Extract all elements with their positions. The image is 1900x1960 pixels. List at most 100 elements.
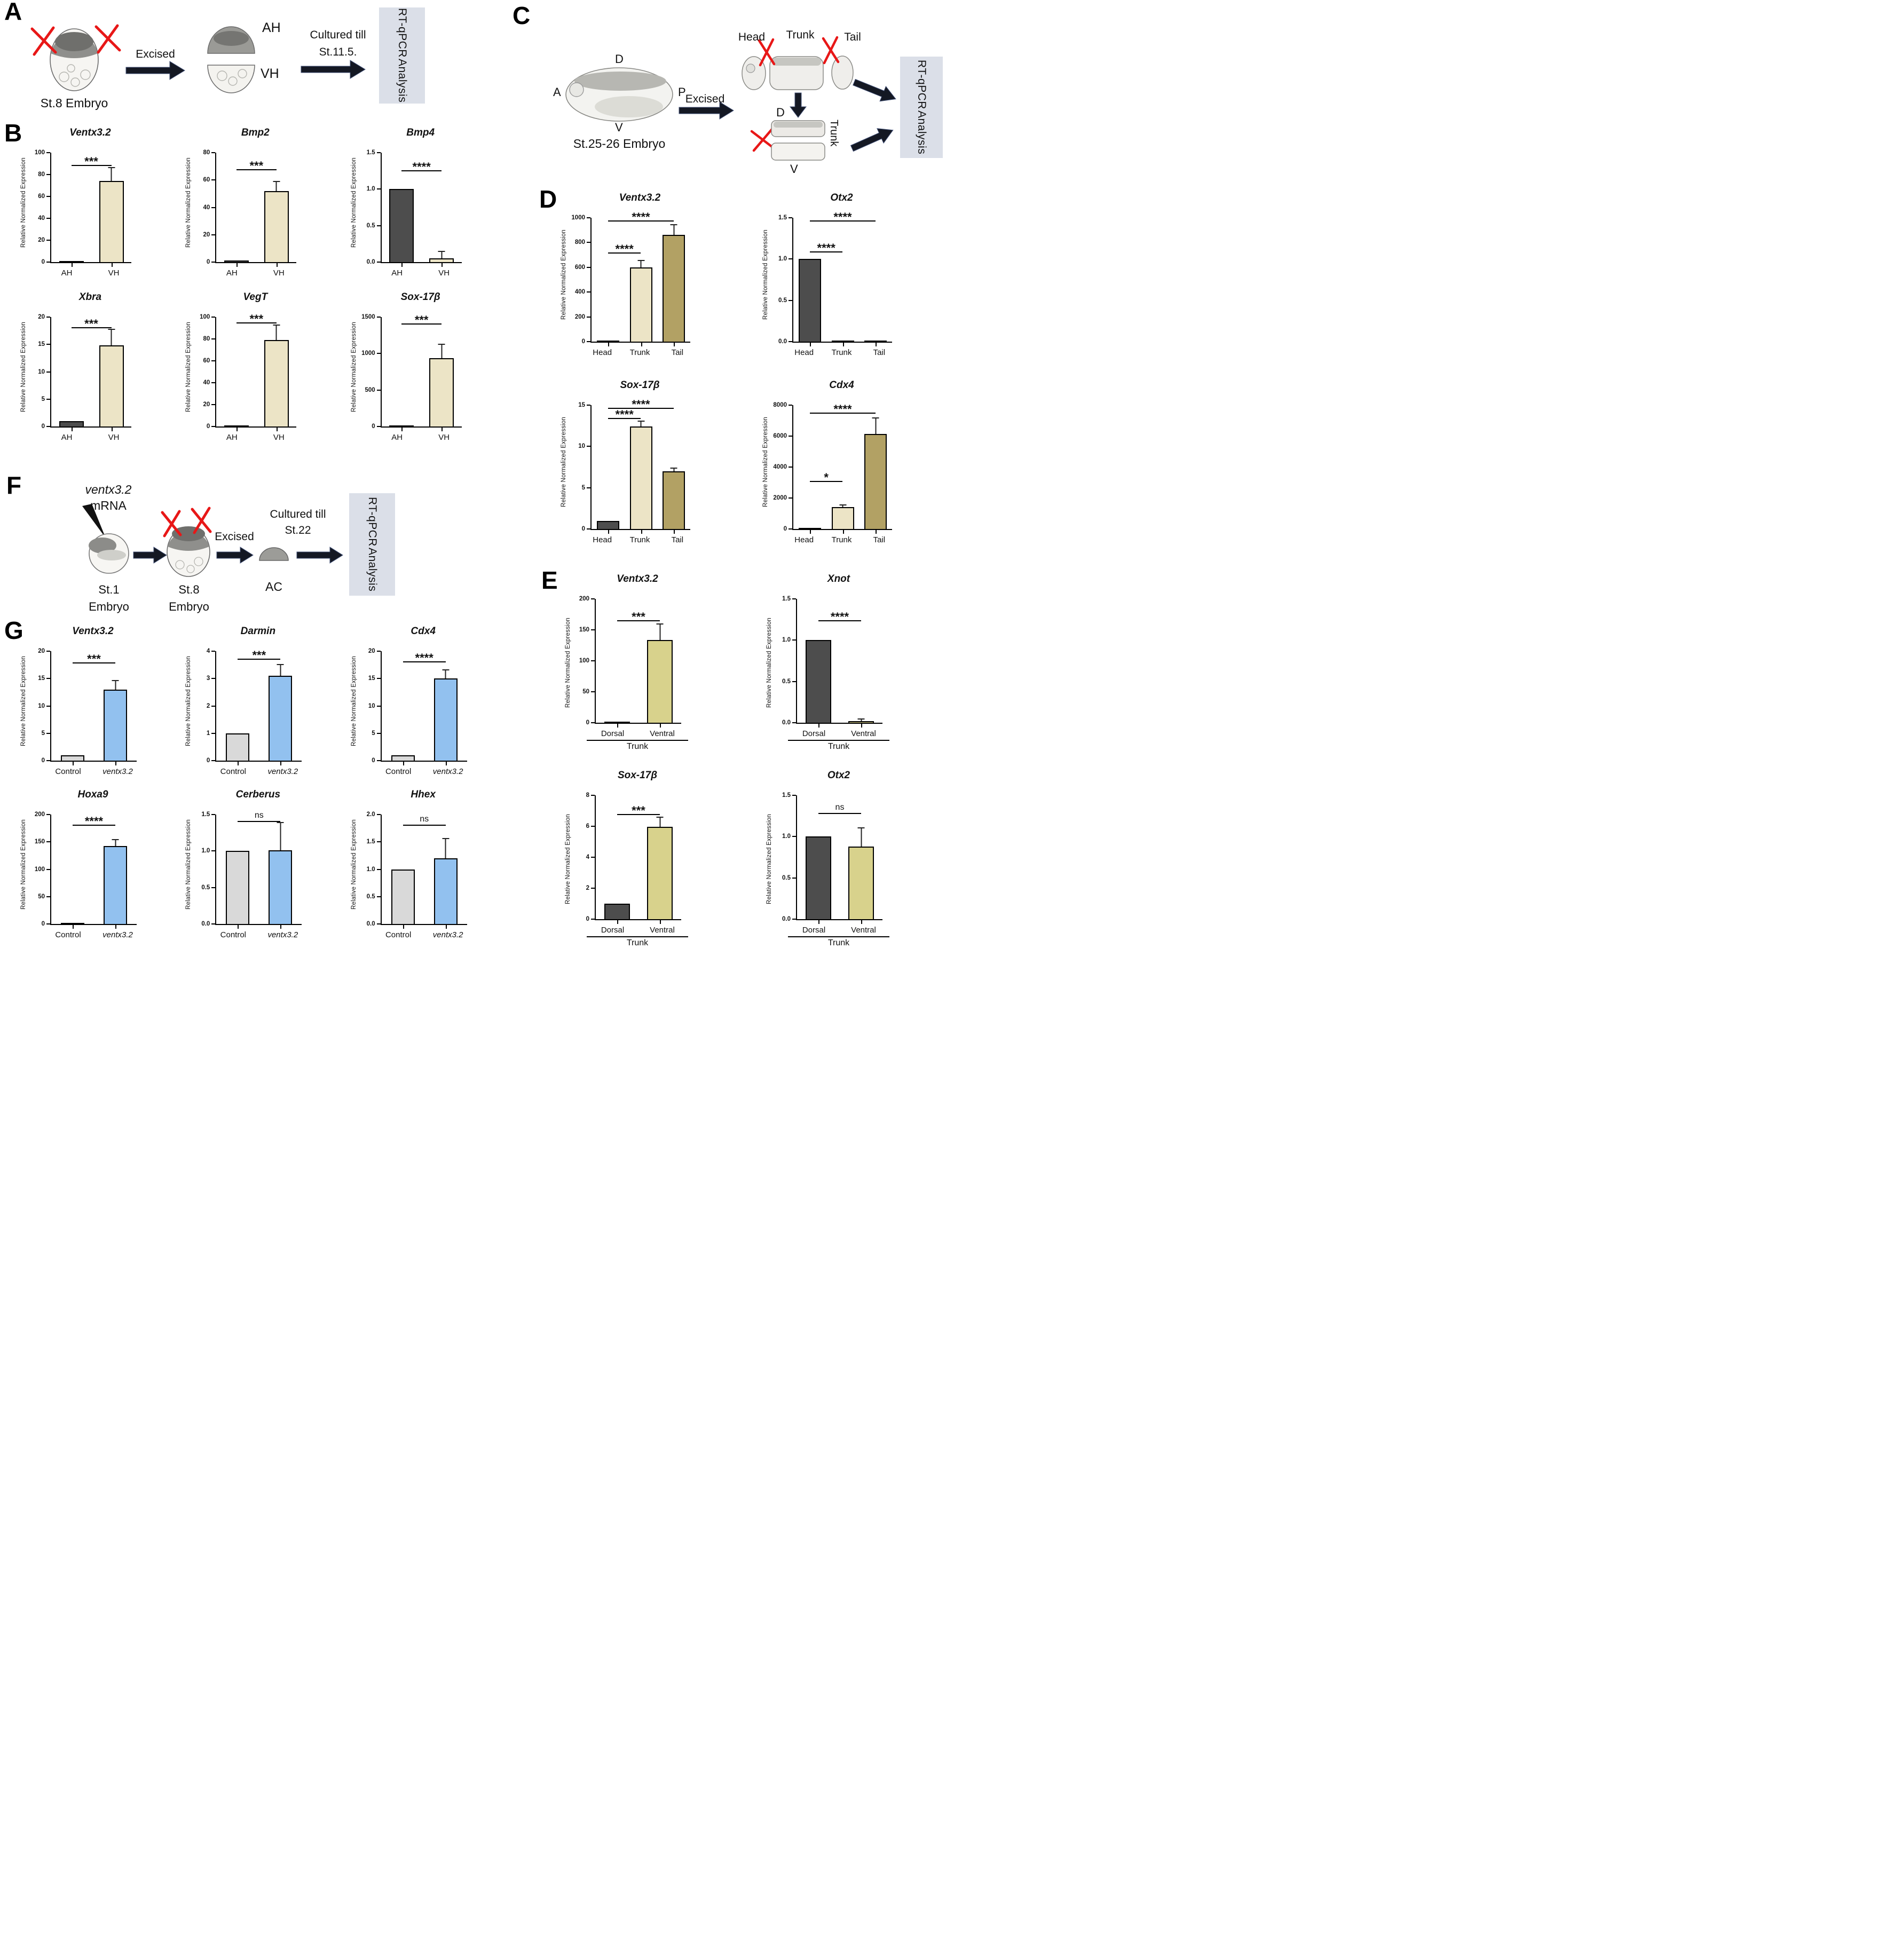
y-tick: 5 [372,730,381,737]
y-tick: 15 [368,675,381,682]
y-axis-label-text: Relative Normalized Expression [561,417,567,507]
chart-main: Xbra 0 5 10 15 20 *** AH VH [27,291,137,442]
y-tick-label: 0 [206,423,210,430]
y-axis-label-text: Relative Normalized Expression [350,321,357,412]
error-bar-line [115,681,116,690]
x-label-Trunk: Trunk [831,535,852,544]
sig-text: **** [615,242,634,256]
sig-bracket: ns [403,815,446,826]
line-shape [163,510,181,538]
y-tick-label: 0.0 [366,921,375,927]
scissors-icon-c [750,36,840,152]
bars [216,153,296,267]
chart-title: Cerberus [235,789,281,800]
animal-cap-illustration [259,547,289,561]
y-tick: 40 [38,215,50,222]
x-label-AH: AH [226,268,238,278]
error-bar [656,623,664,640]
halved-embryo-illustration [207,26,255,93]
x-labels: Dorsal Ventral [588,926,687,935]
bar-Tail [864,341,887,342]
chart-Hhex: Relative Normalized Expression Hhex 0.0 0.5… [351,789,513,939]
bars [216,651,302,765]
plot-area: 0 1 2 3 4 *** [207,648,302,765]
x-tick [617,920,618,924]
y-tick-label: 0 [372,423,375,430]
plot-area: 0 5 10 15 20 **** [368,648,467,765]
chart-title: Ventx3.2 [69,127,111,138]
y-tick-label: 1500 [361,314,375,320]
y-tick: 0.5 [782,875,796,881]
bar-slot-Trunk [625,405,658,534]
y-axis-label-text: Relative Normalized Expression [185,321,192,412]
y-tick: 20 [38,648,50,654]
y-axis-label: Relative Normalized Expression [766,814,772,904]
bar-slot-AH [216,317,256,431]
sig-text: **** [632,210,650,224]
bar-slot-Control [382,815,424,929]
sig-bracket: **** [809,404,876,415]
sig-text: **** [415,651,433,665]
y-axis-label: Relative Normalized Expression [20,819,27,910]
bar-AH [59,421,84,426]
circle-shape [67,64,75,73]
error-bar-line [659,624,660,640]
dv-trunk-illustration [771,120,825,161]
x-tick [660,920,661,924]
excised-label: Excised [136,48,175,60]
bar-ventx3.2 [433,858,458,924]
y-tick: 15 [38,675,50,682]
y-tick: 0 [586,916,595,922]
y-axis-label: Relative Normalized Expression [351,322,357,412]
x-label-ventx3.2: ventx3.2 [267,767,298,776]
x-tick [617,724,618,728]
chart-main: Sox-17β 0 500 1000 1500 *** AH VH [357,291,468,442]
bar-Dorsal [806,836,831,919]
error-bar [438,250,445,259]
sig-bracket: ns [238,811,281,823]
y-tick-label: 1000 [571,215,585,221]
chart-main: Hhex 0.0 0.5 1.0 1.5 2.0 ns Control ventx3.2 [357,789,473,939]
y-tick-label: 15 [38,675,45,682]
tail-label: Tail [844,31,861,43]
sig-text: **** [817,241,835,255]
x-tick [238,925,239,929]
x-labels: Control ventx3.2 [374,930,473,939]
x-label-Head: Head [593,348,612,357]
y-tick-label: 8 [586,792,589,799]
sig-text: *** [249,312,264,326]
st8-label: St.8 [178,583,200,596]
y-tick: 0.5 [778,297,792,304]
y-tick: 3 [207,675,216,682]
x-label-AH: AH [391,268,403,278]
c-v-label: V [615,121,623,134]
bar-slot-VH [91,317,131,431]
y-tick: 150 [579,627,595,633]
c-d2-label: D [776,106,785,119]
bar-slot-Ventral [840,795,882,924]
chart-title: Ventx3.2 [617,573,658,584]
div: RT-qPCR [396,8,408,58]
x-labels: AH VH [374,268,468,278]
sig-text: *** [252,649,266,662]
error-bar-line [111,329,112,346]
x-labels: Control ventx3.2 [208,767,308,776]
x-label-Head: Head [794,535,814,544]
x-tick [401,428,403,431]
error-bar [442,669,450,679]
line-shape [193,507,211,534]
bar-VH [429,358,454,426]
x-label-Dorsal: Dorsal [601,926,625,935]
sig-text: ns [254,811,264,820]
bar-Control [391,869,415,924]
circle-shape [186,565,195,573]
x-label-Dorsal: Dorsal [802,729,826,738]
y-tick-label: 1.0 [782,833,791,840]
panel-e-label: E [541,566,558,594]
x-label-Control: Control [220,930,246,939]
excised-arrow [125,61,185,80]
y-axis-label-text: Relative Normalized Expression [185,655,192,746]
error-bar [277,663,284,676]
y-tick: 1.0 [782,833,796,840]
sig-text: **** [84,814,104,828]
